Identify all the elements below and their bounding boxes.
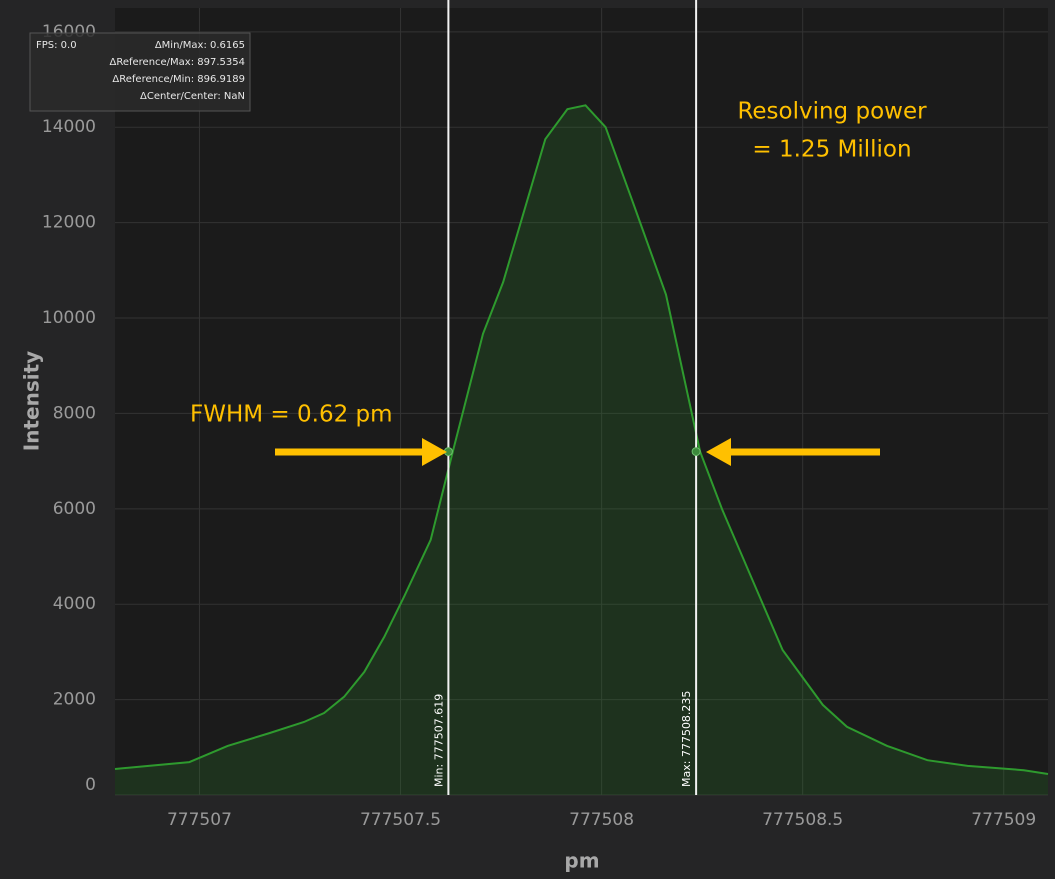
ticks: 0200040006000800010000120001400016000777… (42, 22, 1036, 830)
cursor-label: Min: 777507.619 (432, 694, 445, 787)
plot-area (115, 8, 1048, 795)
arrow (275, 438, 447, 466)
x-tick-label: 777508.5 (762, 810, 843, 830)
series (114, 104, 1049, 796)
area (115, 105, 1048, 796)
info-line: ΔCenter/Center: NaN (140, 91, 245, 102)
info-line: ΔReference/Min: 896.9189 (112, 74, 245, 85)
arrow-head (422, 438, 447, 466)
y-tick-label: 10000 (42, 308, 96, 328)
arrow (706, 438, 880, 466)
x-tick-label: 777508 (569, 810, 634, 830)
info-box: FPS: 0.0 ΔMin/Max: 0.6165 ΔReference/Max… (29, 32, 251, 112)
y-tick-label: 6000 (53, 499, 96, 519)
annotation: FWHM = 0.62 pm (190, 402, 393, 428)
x-tick-label: 777507.5 (360, 810, 441, 830)
cursor-marker (691, 447, 701, 457)
info-line: ΔMin/Max: 0.6165 (155, 40, 245, 51)
cursor-label: Max: 777508.235 (680, 691, 693, 787)
y-tick-label: 2000 (53, 690, 96, 710)
annotation: Resolving power (737, 99, 927, 125)
cursors: Min: 777507.619 Max: 777508.235 (432, 0, 701, 795)
x-axis-title: pm (564, 849, 599, 873)
x-tick-label: 777509 (971, 810, 1036, 830)
info-fps: FPS: 0.0 (36, 40, 77, 51)
y-tick-label: 8000 (53, 403, 96, 423)
y-tick-label: 12000 (42, 213, 96, 233)
line (114, 104, 1049, 775)
y-tick-label: 4000 (53, 594, 96, 614)
info-panel (29, 32, 251, 112)
grid (115, 8, 1048, 796)
info-line: ΔReference/Max: 897.5354 (109, 57, 245, 68)
y-tick-label: 14000 (42, 117, 96, 137)
x-tick-label: 777507 (167, 810, 232, 830)
arrow-head (706, 438, 731, 466)
annotation: = 1.25 Million (752, 137, 911, 163)
y-tick-label: 0 (85, 775, 96, 795)
y-axis-title: Intensity (20, 351, 44, 451)
